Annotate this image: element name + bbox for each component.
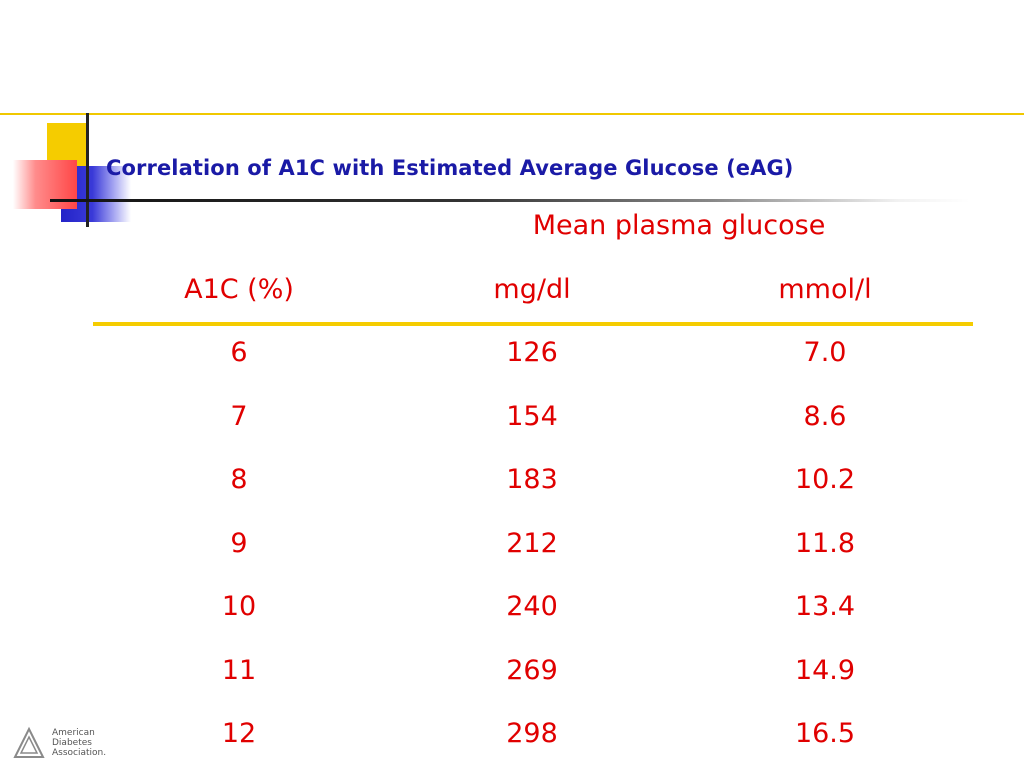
table-cell-mmol-l: 10.2 [794,464,856,495]
table-cell-mmol-l: 8.6 [803,401,847,432]
table-cell-mmol-l: 13.4 [794,591,856,622]
table-cell-a1c: 8 [230,464,248,495]
column-header-mg-dl: mg/dl [493,274,571,305]
table-cell-a1c: 6 [230,337,248,368]
title-underline [50,199,970,202]
table-cell-a1c: 11 [221,655,257,686]
table-cell-a1c: 10 [221,591,257,622]
column-header-mmol-l: mmol/l [778,274,872,305]
table-cell-mg-dl: 154 [506,401,558,432]
table-cell-mg-dl: 269 [506,655,558,686]
ada-logo-text: American Diabetes Association. [52,728,107,758]
table-cell-a1c: 12 [221,718,257,749]
table-cell-mg-dl: 240 [506,591,558,622]
group-header-mean-plasma-glucose: Mean plasma glucose [532,210,826,241]
table-cell-a1c: 7 [230,401,248,432]
table-cell-mg-dl: 212 [506,528,558,559]
ada-logo-triangle-icon [13,726,45,758]
table-cell-mmol-l: 14.9 [794,655,856,686]
table-cell-mg-dl: 183 [506,464,558,495]
table-cell-mg-dl: 298 [506,718,558,749]
table-cell-mmol-l: 11.8 [794,528,856,559]
table-cell-a1c: 9 [230,528,248,559]
table-cell-mg-dl: 126 [506,337,558,368]
top-divider-line [0,113,1024,115]
table-header-rule [93,322,973,326]
decorative-vertical-line [86,113,89,227]
table-cell-mmol-l: 7.0 [803,337,847,368]
column-header-a1c: A1C (%) [184,274,294,305]
slide-title: Correlation of A1C with Estimated Averag… [106,156,794,180]
table-cell-mmol-l: 16.5 [794,718,856,749]
ada-logo: American Diabetes Association. [12,726,132,762]
